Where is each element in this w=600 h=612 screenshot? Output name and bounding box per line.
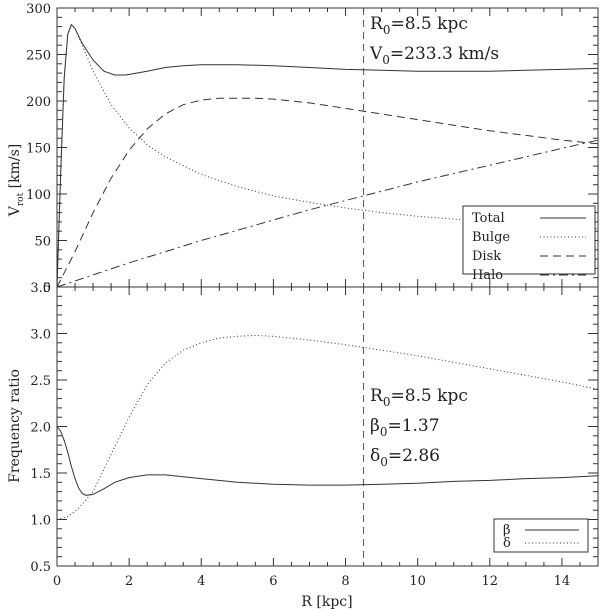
top-annotation-r0: R0=8.5 kpc: [370, 14, 468, 37]
bottom-annotation-delta0: δ0=2.86: [370, 446, 440, 469]
bottom-ytick-labels: 0.5 1.0 1.5 2.0 2.5 3.0 3.5: [30, 281, 51, 575]
y-tick-label: 250: [26, 49, 51, 64]
x-tick-label: 0: [53, 574, 61, 589]
top-annotation-v0: V0=233.3 km/s: [369, 44, 499, 67]
frequency-ratio-panel: 0.5 1.0 1.5 2.0 2.5 3.0 3.5 0 2 4 6 8 10 12 14 Freque…: [7, 281, 599, 610]
legend-label: Bulge: [472, 230, 510, 245]
bottom-legend: βδ: [493, 518, 589, 553]
y-tick-label: 1.5: [30, 467, 51, 482]
x-tick-label: 14: [554, 574, 571, 589]
rotation-curve-panel: 0 50 100 150 200 250 300 Vrot [km/s] R0=8.5 kp…: [7, 2, 599, 296]
bottom-legend-box: [493, 518, 589, 553]
top-y-axis-label-unit: [km/s]: [7, 144, 23, 193]
y-tick-label: 1.0: [30, 514, 51, 529]
y-tick-label: 50: [34, 235, 51, 250]
legend-label: β: [503, 523, 511, 538]
y-tick-label: 0: [43, 281, 51, 296]
bottom-tick-marks: [56, 286, 599, 567]
top-legend-box: [462, 205, 596, 275]
top-ytick-labels: 0 50 100 150 200 250 300: [26, 2, 51, 296]
y-tick-label: 3.5: [30, 281, 51, 296]
x-tick-label: 10: [409, 574, 426, 589]
top-y-axis-label-main: V: [7, 205, 23, 217]
series-line-solid: [56, 426, 599, 496]
series-line-dotted: [56, 334, 599, 520]
bottom-annotation-beta0: β0=1.37: [370, 416, 440, 439]
top-series-group: [56, 23, 599, 288]
legend-label: δ: [503, 536, 511, 551]
x-tick-label: 2: [125, 574, 133, 589]
bottom-xtick-labels: 0 2 4 6 8 10 12 14: [53, 574, 570, 589]
x-tick-label: 6: [269, 574, 277, 589]
series-line-dotted: [56, 23, 599, 288]
bottom-series-group: [56, 334, 599, 520]
bottom-x-axis-label: R [kpc]: [301, 594, 352, 610]
legend-label: Halo: [472, 268, 503, 283]
bottom-y-axis-label: Frequency ratio: [7, 369, 23, 483]
bottom-annotation-r0: R0=8.5 kpc: [370, 386, 468, 409]
series-line-solid: [56, 23, 599, 288]
legend-label: Disk: [472, 249, 501, 264]
y-tick-label: 2.5: [30, 374, 51, 389]
top-y-axis-label-sub: rot: [16, 192, 26, 206]
series-line-dashed: [56, 97, 599, 288]
y-tick-label: 200: [26, 95, 51, 110]
y-tick-label: 300: [26, 2, 51, 17]
x-tick-label: 4: [197, 574, 205, 589]
y-tick-label: 150: [26, 142, 51, 157]
top-legend: Total Bulge Disk Halo: [462, 205, 596, 283]
top-tick-marks: [56, 7, 599, 288]
y-tick-label: 3.0: [30, 328, 51, 343]
y-tick-label: 0.5: [30, 560, 51, 575]
top-y-axis-label: Vrot [km/s]: [7, 144, 26, 218]
x-tick-label: 12: [482, 574, 499, 589]
y-tick-label: 2.0: [30, 421, 51, 436]
x-tick-label: 8: [341, 574, 349, 589]
y-tick-label: 100: [26, 188, 51, 203]
legend-label: Total: [472, 211, 505, 226]
